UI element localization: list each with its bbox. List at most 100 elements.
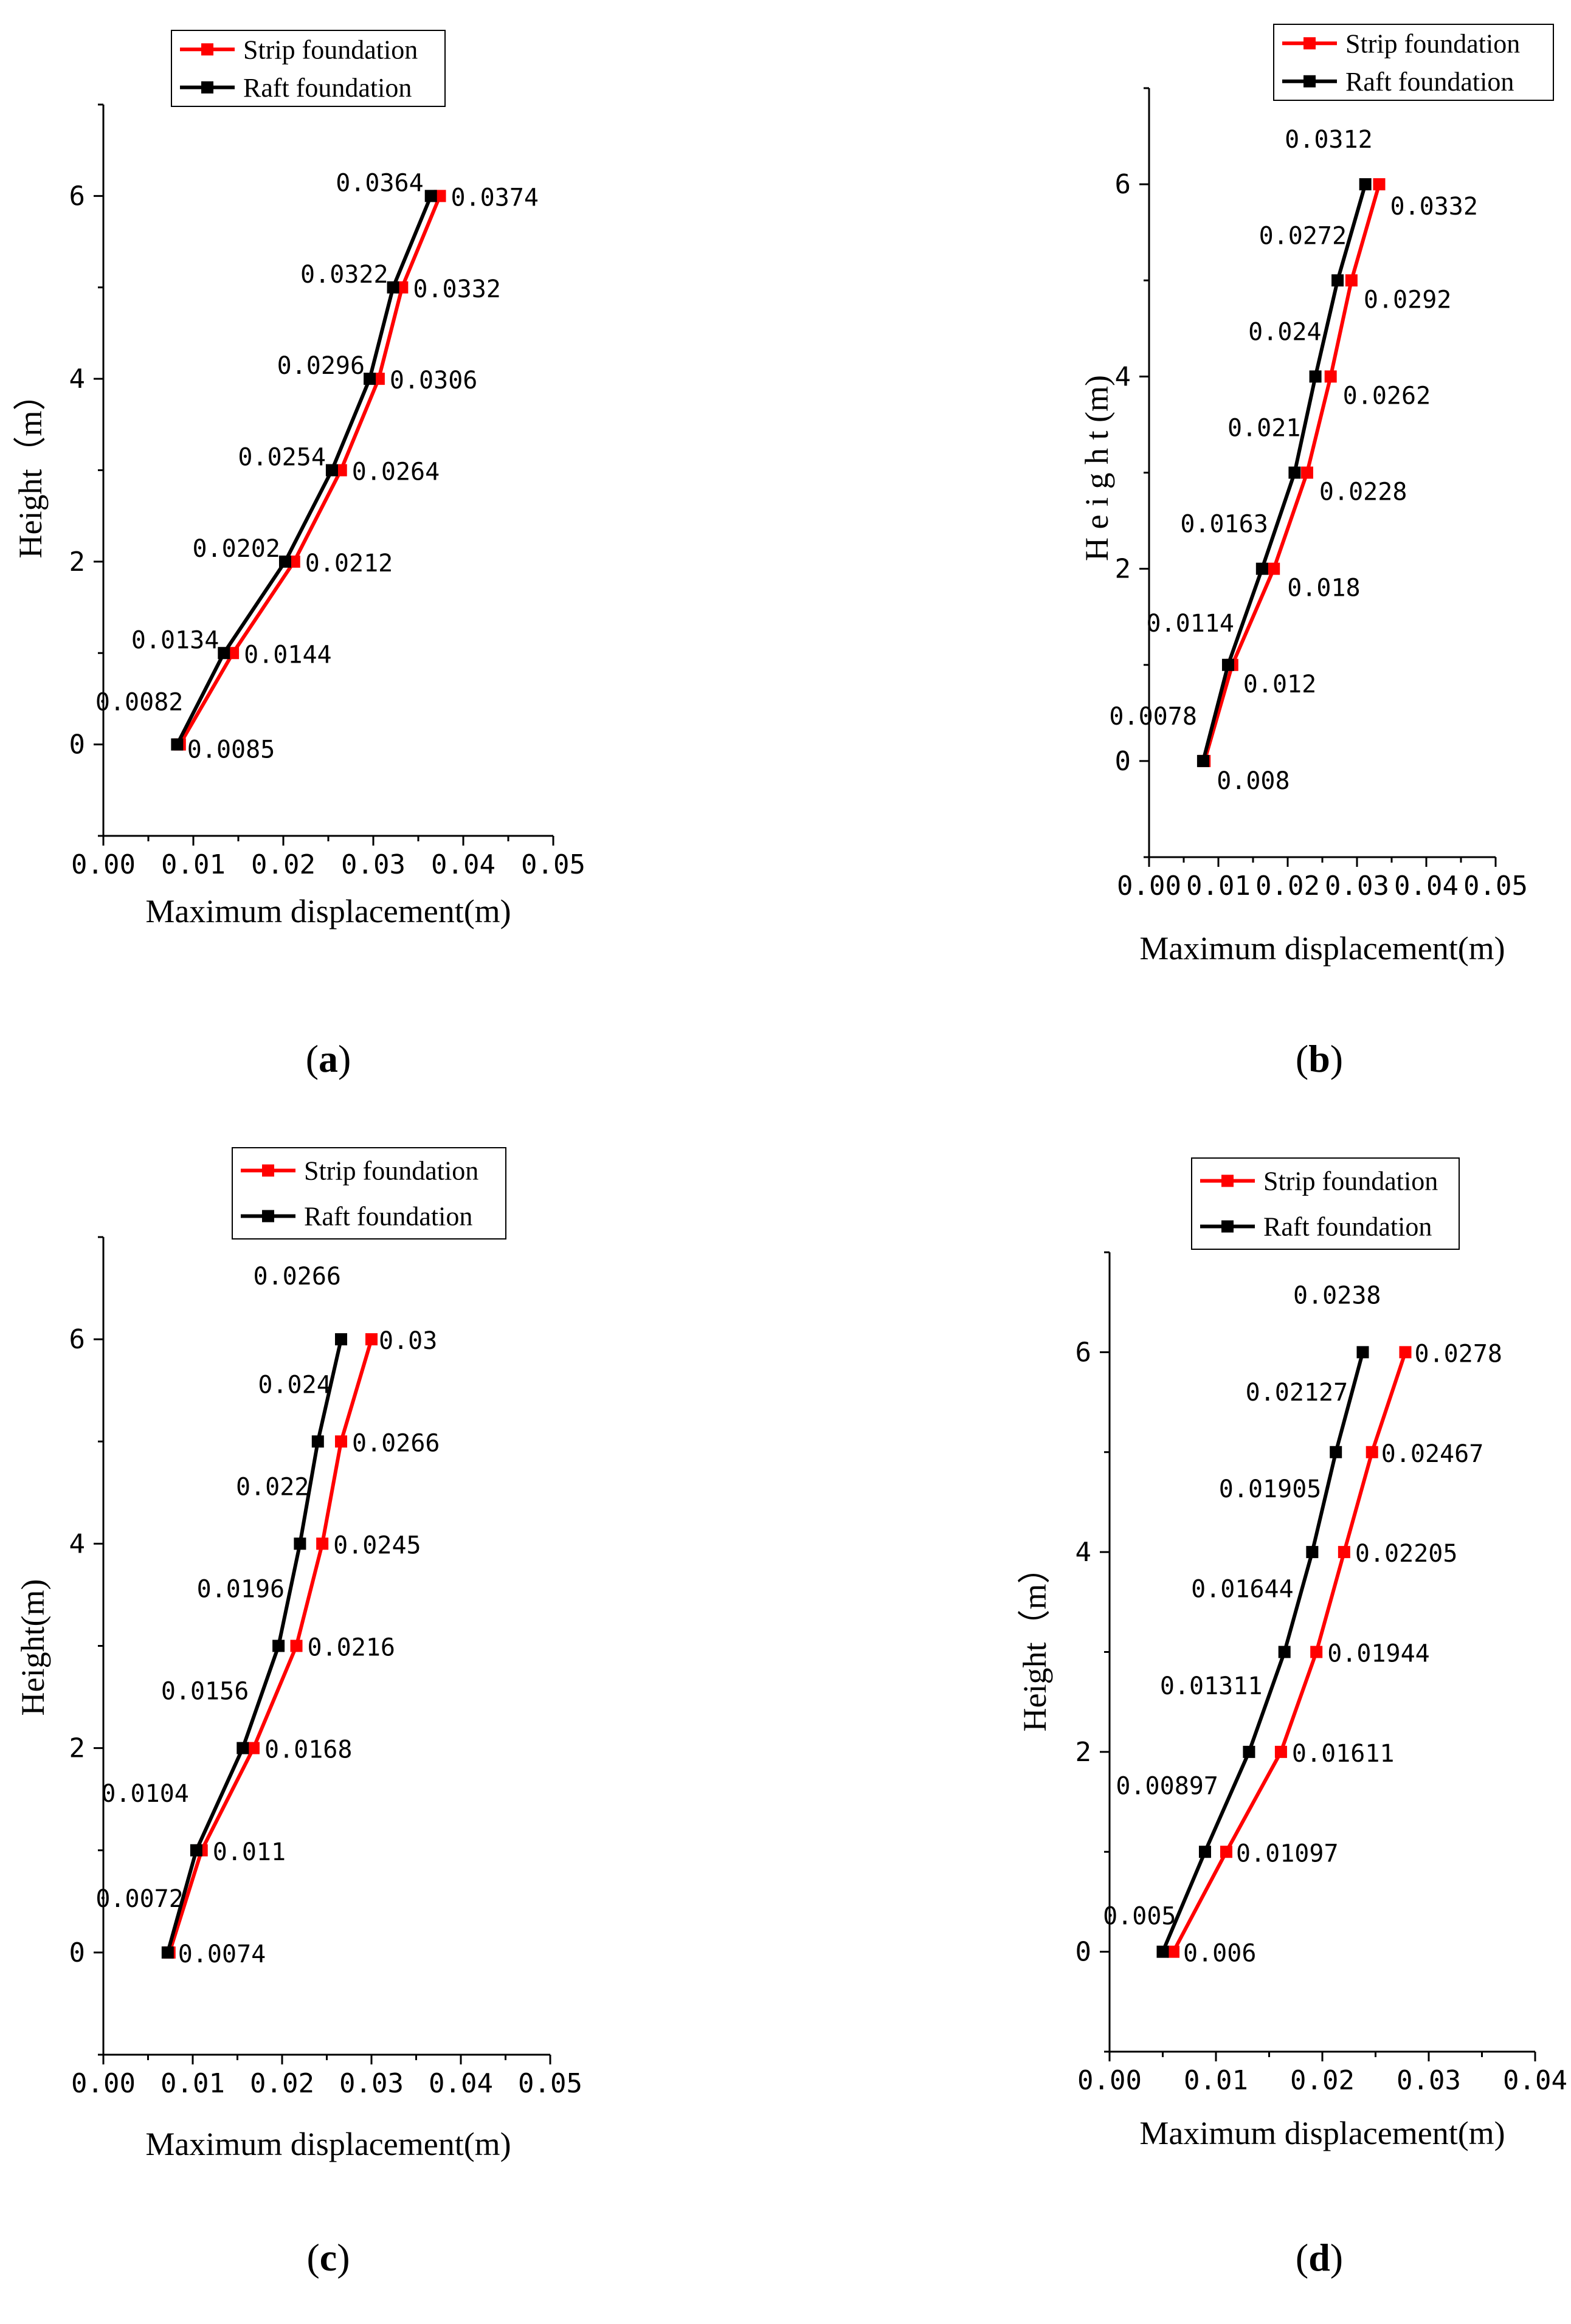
- x-tick-label: 0.03: [341, 849, 406, 880]
- legend-box: [171, 30, 446, 107]
- y-axis-title: Height(m): [15, 1579, 51, 1716]
- panel-paren-close: ): [338, 1037, 351, 1080]
- legend-box: [232, 1147, 506, 1240]
- y-axis-title: Height（m）: [12, 378, 49, 559]
- legend-label: Strip foundation: [1263, 1167, 1438, 1196]
- data-label: 0.0202: [192, 535, 280, 563]
- legend-label: Raft foundation: [304, 1202, 472, 1232]
- legend-label: Raft foundation: [1345, 67, 1514, 97]
- data-point: [171, 738, 184, 751]
- panel-paren-close: ): [1330, 1037, 1343, 1080]
- x-tick-label: 0.05: [518, 2068, 582, 2099]
- data-label: 0.0082: [95, 689, 184, 717]
- data-label: 0.0374: [451, 184, 539, 212]
- data-label: 0.008: [1217, 767, 1290, 795]
- series-raft: 0.0072 0.0104 0.0156 0.0196 0.022 0.024 0.0266: [95, 1263, 348, 1959]
- y-tick-label: 4: [1115, 361, 1131, 392]
- x-tick-label: 0.01: [1184, 2065, 1248, 2096]
- data-point: [1359, 178, 1372, 191]
- data-label: 0.0216: [308, 1634, 396, 1662]
- data-label: 0.0266: [352, 1429, 440, 1457]
- data-point: [290, 1640, 303, 1652]
- legend: Strip foundation Raft foundation: [232, 1147, 506, 1240]
- x-tick-label: 0.00: [1077, 2065, 1142, 2096]
- data-point: [1324, 370, 1337, 383]
- data-point: [1167, 1945, 1179, 1958]
- panel-label: (c): [306, 2236, 350, 2279]
- data-point: [190, 1844, 202, 1857]
- series-raft: 0.005 0.00897 0.01311 0.01644 0.01905 0.02127…: [1103, 1281, 1381, 1958]
- data-label: 0.0072: [95, 1885, 184, 1913]
- data-point: [1338, 1546, 1350, 1559]
- data-label: 0.0312: [1285, 126, 1373, 154]
- data-point: [1356, 1346, 1369, 1359]
- data-point: [325, 464, 338, 477]
- data-label: 0.03: [379, 1327, 437, 1355]
- y-tick-label: 2: [1076, 1737, 1092, 1768]
- data-point: [1255, 562, 1268, 575]
- data-label: 0.0114: [1146, 610, 1234, 638]
- data-point: [365, 1333, 378, 1346]
- panel-paren-open: (: [306, 1037, 319, 1080]
- x-tick-label: 0.00: [1117, 871, 1181, 902]
- x-tick-label: 0.04: [431, 849, 495, 880]
- panel-letter: a: [319, 1037, 338, 1080]
- panel-letter: b: [1308, 1037, 1330, 1080]
- data-label: 0.0085: [187, 736, 275, 764]
- data-label: 0.0272: [1259, 222, 1347, 250]
- data-label: 0.02205: [1355, 1540, 1458, 1568]
- panel-paren-close: ): [1330, 2236, 1343, 2279]
- data-point: [1243, 1745, 1255, 1758]
- panel-letter: d: [1308, 2236, 1330, 2279]
- y-tick-label: 0: [69, 729, 86, 760]
- data-label: 0.0245: [333, 1531, 421, 1559]
- data-label: 0.0292: [1364, 286, 1452, 314]
- data-label: 0.0322: [300, 261, 388, 289]
- data-label: 0.01944: [1327, 1640, 1430, 1668]
- y-tick-label: 6: [69, 181, 86, 212]
- panel-paren-open: (: [1296, 1037, 1308, 1080]
- x-tick-label: 0.00: [71, 849, 136, 880]
- data-label: 0.0156: [161, 1678, 249, 1706]
- data-point: [1288, 466, 1301, 479]
- data-label: 0.01311: [1160, 1672, 1263, 1700]
- x-tick-label: 0.02: [1255, 871, 1320, 902]
- panel-paren-close: ): [337, 2236, 350, 2279]
- data-point: [247, 1742, 260, 1754]
- data-point: [1366, 1446, 1378, 1458]
- y-tick-label: 2: [69, 547, 86, 578]
- data-label: 0.018: [1287, 574, 1360, 602]
- data-point: [424, 190, 437, 202]
- legend-label: Strip foundation: [304, 1156, 478, 1186]
- data-point: [1330, 1446, 1342, 1458]
- data-label: 0.006: [1183, 1940, 1256, 1968]
- data-point: [1373, 178, 1386, 191]
- x-tick-label: 0.01: [1186, 871, 1251, 902]
- data-label: 0.0264: [352, 458, 440, 486]
- data-label: 0.0332: [413, 275, 501, 303]
- panel-letter: c: [320, 2236, 337, 2279]
- panel-paren-open: (: [1296, 2236, 1308, 2279]
- y-tick-label: 4: [69, 1528, 86, 1559]
- legend-box: [1273, 24, 1554, 101]
- data-label: 0.0104: [101, 1780, 189, 1808]
- data-label: 0.0254: [238, 444, 326, 472]
- data-point: [311, 1435, 324, 1448]
- legend-marker: [262, 1164, 274, 1177]
- data-label: 0.0212: [305, 550, 393, 578]
- y-tick-label: 0: [69, 1937, 86, 1968]
- data-label: 0.0266: [254, 1263, 342, 1291]
- chart-panel-c: 0.00 0.01 0.02 0.03 0.04 0.05 0 2 4 6 Maximum disp…: [15, 1147, 582, 2279]
- panel-paren-open: (: [306, 2236, 319, 2279]
- data-point: [335, 1435, 348, 1448]
- data-label: 0.00897: [1116, 1772, 1218, 1800]
- data-point: [1221, 658, 1234, 671]
- data-point: [1196, 754, 1209, 767]
- panel-label: (d): [1296, 2236, 1343, 2279]
- data-label: 0.01644: [1191, 1576, 1294, 1604]
- data-point: [161, 1946, 174, 1959]
- panel-label: (b): [1296, 1037, 1343, 1080]
- data-label: 0.02127: [1246, 1379, 1348, 1407]
- data-label: 0.0078: [1109, 703, 1197, 731]
- data-label: 0.01611: [1292, 1740, 1395, 1768]
